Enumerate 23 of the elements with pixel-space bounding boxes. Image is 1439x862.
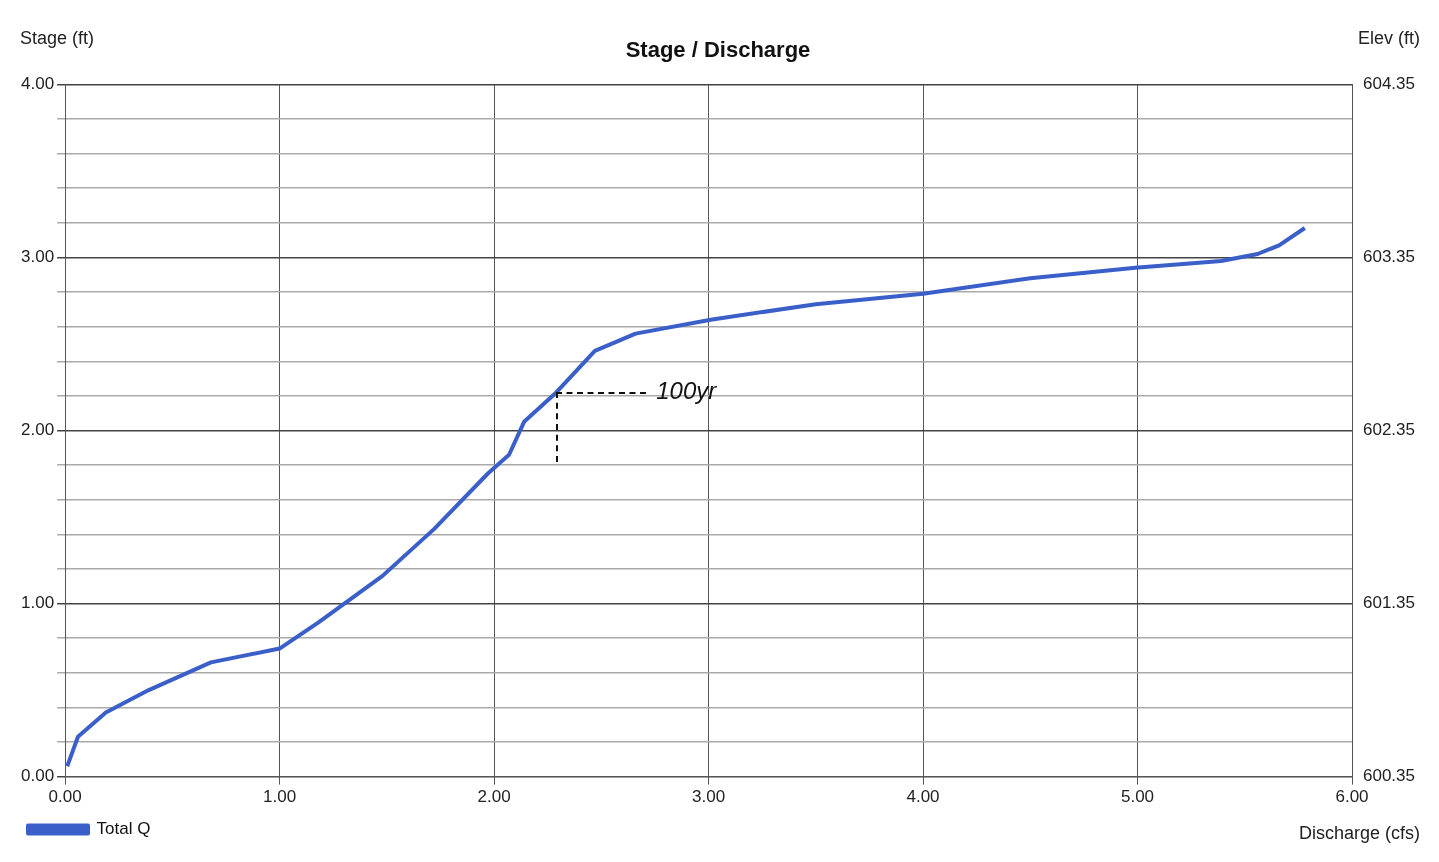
x-tick-label: 2.00 [477,787,511,807]
y-tick-label: 2.00 [20,420,55,440]
y-tick-label: 0.00 [20,766,55,786]
x-tick-label: 1.00 [263,787,297,807]
y2-tick-label: 600.35 [1363,766,1415,786]
y2-tick-label: 604.35 [1363,74,1415,94]
y2-tick-label: 603.35 [1363,247,1415,267]
y-tick-label: 4.00 [20,74,55,94]
x-axis-title: Discharge (cfs) [1298,823,1420,844]
annotation: 100yr [656,377,718,405]
legend-label: Total Q [96,819,151,839]
y-tick-label: 3.00 [20,247,55,267]
y2-tick-label: 601.35 [1363,593,1415,613]
x-tick-label: 0.00 [48,787,82,807]
y-axis-title: Stage (ft) [20,28,95,49]
chart-title: Stage / Discharge [625,37,811,63]
y2-axis-title: Elev (ft) [1357,28,1420,49]
x-tick-label: 4.00 [906,787,940,807]
x-tick-label: 5.00 [1120,787,1155,807]
x-tick-label: 6.00 [1335,787,1369,807]
x-tick-label: 3.00 [692,787,726,807]
y-tick-label: 1.00 [20,593,55,613]
y2-tick-label: 602.35 [1363,420,1415,440]
